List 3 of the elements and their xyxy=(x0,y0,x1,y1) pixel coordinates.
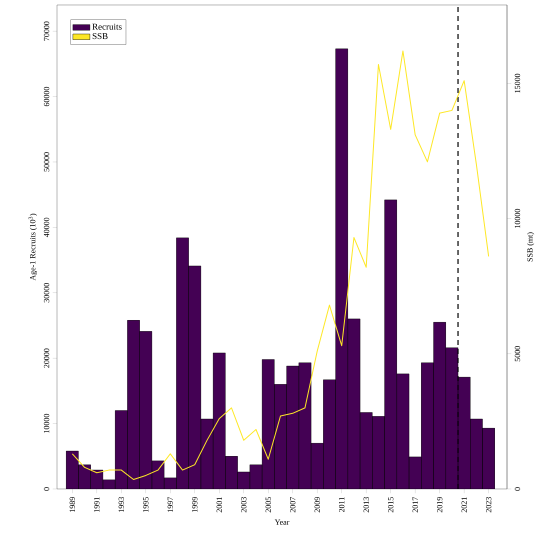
legend-label: Recruits xyxy=(92,24,122,30)
line-series xyxy=(72,50,490,480)
legend-label: SSB xyxy=(92,33,108,40)
